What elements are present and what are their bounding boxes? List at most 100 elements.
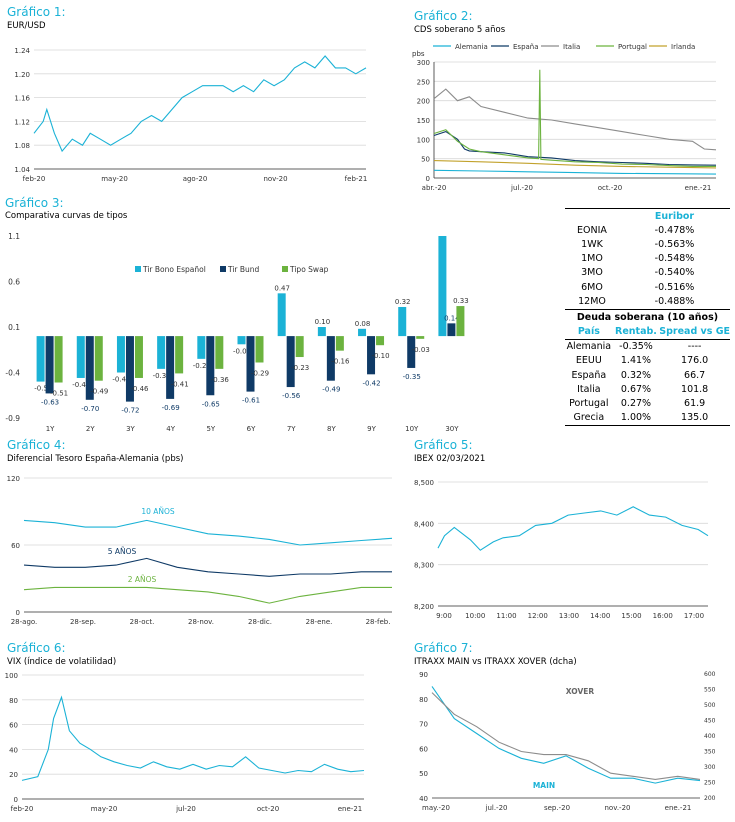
x-tick-label: 1Y	[46, 425, 55, 433]
x-tick-label: 13:00	[559, 612, 579, 620]
series-line-main	[21, 695, 365, 781]
y-tick-label: 0	[16, 609, 20, 617]
bar-bund	[206, 336, 215, 396]
x-tick-label: 7Y	[287, 425, 296, 433]
bar-swap	[215, 336, 224, 369]
x-tick-label: may-20	[91, 805, 118, 813]
euribor-rate: -0.548%	[654, 253, 695, 265]
data-label: -0.42	[362, 379, 380, 387]
euribor-tenor: 1MO	[581, 253, 603, 265]
x-tick-label: 3Y	[126, 425, 135, 433]
bar-bund	[447, 323, 456, 337]
x-tick-label: ene.-21	[685, 184, 712, 192]
legend-swatch	[282, 266, 288, 272]
bar-bund	[286, 336, 295, 388]
series-label: XOVER	[566, 687, 595, 696]
series-line-main	[33, 55, 367, 153]
deuda-country: Grecia	[573, 412, 605, 424]
legend-swatch	[220, 266, 226, 272]
bar-esp	[76, 336, 85, 378]
data-label: -0.63	[41, 398, 59, 406]
chart2-subtitle: CDS soberano 5 años	[414, 25, 506, 35]
deuda-row: Italia 0.67% 101.8	[565, 382, 730, 396]
y-tick-label: 40	[9, 746, 18, 754]
bar-swap	[255, 336, 264, 363]
x-tick-label: feb-20	[11, 805, 34, 813]
x-tick-label: 9Y	[367, 425, 376, 433]
series-line-españa	[433, 130, 717, 166]
data-label: -0.23	[291, 364, 309, 372]
x-tick-label: feb-20	[23, 175, 46, 183]
y2-tick-label: 600	[704, 671, 716, 678]
x-tick-label: 15:00	[621, 612, 641, 620]
bar-esp	[398, 306, 407, 337]
y-tick-label: 8,500	[414, 479, 434, 487]
chart7-itraxx: 40 50 60 70 80 90 200 250 300 350 400 450 500 550 600 m…	[419, 671, 716, 812]
y-tick-label: 250	[417, 78, 430, 86]
y-tick-label: 1.08	[14, 142, 30, 150]
bar-swap	[295, 336, 304, 358]
y-tick-label: 50	[421, 156, 430, 164]
x-tick-label: may.-20	[422, 804, 450, 812]
x-tick-label: 28-oct.	[130, 618, 155, 626]
series-line-irlanda	[433, 160, 717, 169]
bar-bund	[367, 336, 376, 375]
bar-bund	[326, 336, 335, 381]
deuda-spread: 66.7	[684, 369, 706, 381]
data-label: -0.49	[90, 388, 108, 396]
series-line-italia	[433, 88, 717, 151]
x-tick-label: abr.-20	[422, 184, 447, 192]
y-tick-label: 1.16	[14, 95, 30, 103]
bar-esp	[237, 336, 246, 345]
x-tick-label: jul.-20	[510, 184, 533, 192]
deuda-row: España 0.32% 66.7	[565, 368, 730, 382]
x-tick-label: 28-nov.	[188, 618, 214, 626]
euribor-rate: -0.563%	[654, 238, 695, 250]
y-tick-label: 0.6	[8, 278, 20, 287]
bar-bund	[45, 336, 54, 394]
deuda-yield: 1.41%	[620, 355, 652, 367]
deuda-row: EEUU 1.41% 176.0	[565, 354, 730, 368]
data-label: 0.33	[453, 297, 469, 305]
col-rentab: Rentab.	[615, 326, 657, 338]
chart3-title: Gráfico 3:	[5, 196, 64, 210]
euribor-rate: -0.488%	[654, 295, 695, 307]
chart5-ibex: 8,200 8,300 8,400 8,500 9:00 10:00 11:00 12:00 1…	[414, 479, 709, 620]
bar-bund	[85, 336, 94, 400]
deuda-row: Alemania -0.35% ----	[565, 339, 730, 354]
euribor-rate: -0.540%	[654, 267, 695, 279]
x-tick-label: ene-21	[338, 805, 362, 813]
series-line-alemania	[433, 169, 717, 175]
x-tick-label: nov.-20	[605, 804, 631, 812]
bar-swap	[335, 336, 344, 351]
rates-panel: Euribor EONIA -0.478% 1WK -0.563% 1MO -0.548%…	[565, 208, 730, 426]
x-tick-label: 9:00	[436, 612, 452, 620]
bar-esp	[438, 236, 447, 337]
legend-label: Portugal	[618, 43, 647, 51]
series-line-10-años	[23, 519, 393, 546]
x-tick-label: sep.-20	[544, 804, 570, 812]
bar-esp	[277, 293, 286, 337]
x-tick-label: 10Y	[405, 425, 419, 433]
chart3-yield-curves: -0.9 -0.4 0.1 0.6 1.1 1Y -0.5 -0.63-0.51 2Y -0.46…	[5, 232, 469, 433]
x-tick-label: 30Y	[445, 425, 459, 433]
euribor-row: 1WK -0.563%	[565, 237, 730, 251]
bar-esp	[157, 336, 166, 369]
deuda-country: EEUU	[575, 355, 602, 367]
x-tick-label: oct-20	[257, 805, 279, 813]
deuda-country: Italia	[577, 383, 601, 395]
y-tick-label: 1.24	[14, 47, 30, 55]
data-label: -0.36	[153, 372, 172, 380]
data-label: -0.29	[251, 369, 269, 377]
y2-tick-label: 250	[704, 780, 716, 787]
x-tick-label: 28-feb.	[366, 618, 391, 626]
bar-esp	[36, 336, 45, 382]
data-label: -0.46	[130, 385, 149, 393]
legend-label: Tipo Swap	[289, 265, 329, 274]
bar-esp	[197, 336, 206, 359]
euribor-tenor: EONIA	[577, 224, 607, 236]
deuda-country: Portugal	[569, 398, 609, 410]
x-tick-label: 28-sep.	[70, 618, 96, 626]
data-label: -0.69	[162, 404, 180, 412]
deuda-header: Deuda soberana (10 años)	[565, 309, 730, 325]
